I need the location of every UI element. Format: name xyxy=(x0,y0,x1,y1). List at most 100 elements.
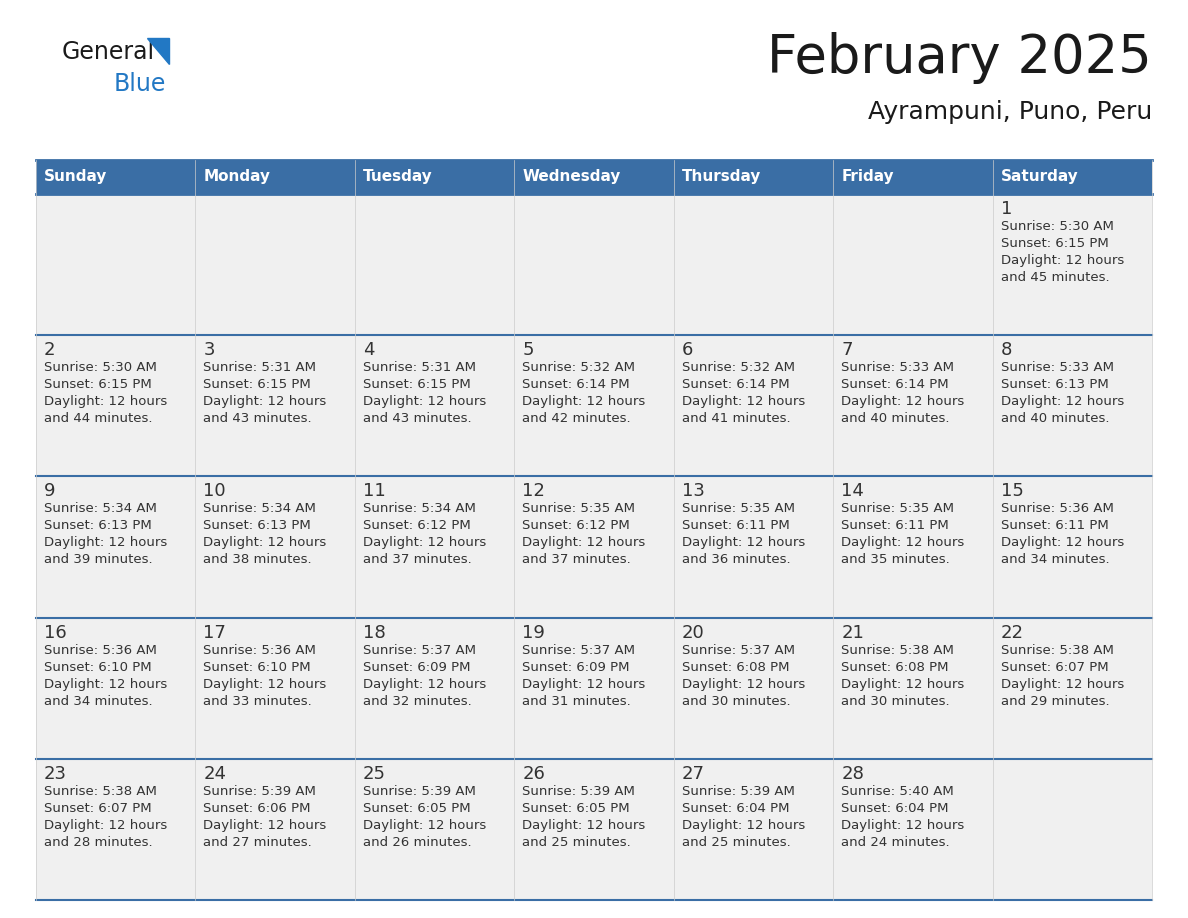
Text: Sunset: 6:11 PM: Sunset: 6:11 PM xyxy=(1000,520,1108,532)
Text: 5: 5 xyxy=(523,341,533,359)
Text: Sunset: 6:13 PM: Sunset: 6:13 PM xyxy=(203,520,311,532)
Text: 18: 18 xyxy=(362,623,386,642)
Bar xyxy=(355,759,514,900)
Bar xyxy=(674,194,833,335)
Bar xyxy=(992,759,1152,900)
Text: Sunset: 6:04 PM: Sunset: 6:04 PM xyxy=(841,801,949,815)
Text: Sunrise: 5:37 AM: Sunrise: 5:37 AM xyxy=(682,644,795,656)
Bar xyxy=(514,759,674,900)
Text: and 39 minutes.: and 39 minutes. xyxy=(44,554,152,566)
Text: Sunset: 6:11 PM: Sunset: 6:11 PM xyxy=(682,520,790,532)
Text: Daylight: 12 hours: Daylight: 12 hours xyxy=(1000,254,1124,267)
Text: February 2025: February 2025 xyxy=(767,32,1152,84)
Text: Daylight: 12 hours: Daylight: 12 hours xyxy=(841,677,965,690)
Text: Daylight: 12 hours: Daylight: 12 hours xyxy=(841,819,965,832)
Bar xyxy=(196,476,355,618)
Text: 21: 21 xyxy=(841,623,864,642)
Text: Daylight: 12 hours: Daylight: 12 hours xyxy=(362,819,486,832)
Text: Ayrampuni, Puno, Peru: Ayrampuni, Puno, Peru xyxy=(867,100,1152,124)
Text: Sunrise: 5:32 AM: Sunrise: 5:32 AM xyxy=(523,361,636,375)
Bar xyxy=(36,160,196,194)
Text: Sunday: Sunday xyxy=(44,170,107,185)
Text: Sunrise: 5:31 AM: Sunrise: 5:31 AM xyxy=(362,361,476,375)
Text: and 28 minutes.: and 28 minutes. xyxy=(44,835,152,849)
Text: Sunrise: 5:34 AM: Sunrise: 5:34 AM xyxy=(203,502,316,515)
Text: Daylight: 12 hours: Daylight: 12 hours xyxy=(1000,677,1124,690)
Bar xyxy=(355,194,514,335)
Text: and 24 minutes.: and 24 minutes. xyxy=(841,835,949,849)
Bar xyxy=(674,476,833,618)
Bar xyxy=(36,476,196,618)
Bar xyxy=(36,194,196,335)
Text: 25: 25 xyxy=(362,765,386,783)
Text: and 44 minutes.: and 44 minutes. xyxy=(44,412,152,425)
Text: Daylight: 12 hours: Daylight: 12 hours xyxy=(682,819,805,832)
Text: and 29 minutes.: and 29 minutes. xyxy=(1000,695,1110,708)
Text: Daylight: 12 hours: Daylight: 12 hours xyxy=(682,536,805,549)
Text: Daylight: 12 hours: Daylight: 12 hours xyxy=(203,536,327,549)
Text: Daylight: 12 hours: Daylight: 12 hours xyxy=(203,677,327,690)
Text: Daylight: 12 hours: Daylight: 12 hours xyxy=(44,396,168,409)
Text: Sunset: 6:15 PM: Sunset: 6:15 PM xyxy=(362,378,470,391)
Text: 12: 12 xyxy=(523,482,545,500)
Text: Daylight: 12 hours: Daylight: 12 hours xyxy=(44,677,168,690)
Bar xyxy=(992,194,1152,335)
Text: and 45 minutes.: and 45 minutes. xyxy=(1000,271,1110,284)
Text: and 33 minutes.: and 33 minutes. xyxy=(203,695,312,708)
Bar xyxy=(355,160,514,194)
Text: 23: 23 xyxy=(44,765,67,783)
Text: Sunset: 6:06 PM: Sunset: 6:06 PM xyxy=(203,801,311,815)
Text: 8: 8 xyxy=(1000,341,1012,359)
Text: and 37 minutes.: and 37 minutes. xyxy=(362,554,472,566)
Text: Daylight: 12 hours: Daylight: 12 hours xyxy=(362,677,486,690)
Text: and 38 minutes.: and 38 minutes. xyxy=(203,554,312,566)
Bar xyxy=(992,476,1152,618)
Text: Sunset: 6:08 PM: Sunset: 6:08 PM xyxy=(682,661,789,674)
Text: Daylight: 12 hours: Daylight: 12 hours xyxy=(841,536,965,549)
Bar xyxy=(355,476,514,618)
Text: Daylight: 12 hours: Daylight: 12 hours xyxy=(44,536,168,549)
Text: Sunrise: 5:35 AM: Sunrise: 5:35 AM xyxy=(523,502,636,515)
Text: Daylight: 12 hours: Daylight: 12 hours xyxy=(362,536,486,549)
Text: Daylight: 12 hours: Daylight: 12 hours xyxy=(203,819,327,832)
Text: Sunrise: 5:33 AM: Sunrise: 5:33 AM xyxy=(1000,361,1113,375)
Text: 16: 16 xyxy=(44,623,67,642)
Bar xyxy=(514,335,674,476)
Text: and 32 minutes.: and 32 minutes. xyxy=(362,695,472,708)
Text: Sunset: 6:07 PM: Sunset: 6:07 PM xyxy=(1000,661,1108,674)
Text: 26: 26 xyxy=(523,765,545,783)
Text: Sunset: 6:14 PM: Sunset: 6:14 PM xyxy=(841,378,949,391)
Bar xyxy=(355,335,514,476)
Text: Sunrise: 5:33 AM: Sunrise: 5:33 AM xyxy=(841,361,954,375)
Text: Sunrise: 5:37 AM: Sunrise: 5:37 AM xyxy=(523,644,636,656)
Text: and 34 minutes.: and 34 minutes. xyxy=(1000,554,1110,566)
Bar xyxy=(833,759,992,900)
Text: 11: 11 xyxy=(362,482,386,500)
Text: Daylight: 12 hours: Daylight: 12 hours xyxy=(44,819,168,832)
Text: Sunrise: 5:39 AM: Sunrise: 5:39 AM xyxy=(682,785,795,798)
Text: Sunrise: 5:36 AM: Sunrise: 5:36 AM xyxy=(44,644,157,656)
Bar xyxy=(196,160,355,194)
Text: Sunrise: 5:37 AM: Sunrise: 5:37 AM xyxy=(362,644,476,656)
Text: and 36 minutes.: and 36 minutes. xyxy=(682,554,790,566)
Text: and 27 minutes.: and 27 minutes. xyxy=(203,835,312,849)
Text: Sunset: 6:04 PM: Sunset: 6:04 PM xyxy=(682,801,789,815)
Text: Sunrise: 5:40 AM: Sunrise: 5:40 AM xyxy=(841,785,954,798)
Text: Sunset: 6:14 PM: Sunset: 6:14 PM xyxy=(682,378,789,391)
Bar xyxy=(514,476,674,618)
Text: Sunset: 6:12 PM: Sunset: 6:12 PM xyxy=(362,520,470,532)
Text: Sunrise: 5:31 AM: Sunrise: 5:31 AM xyxy=(203,361,316,375)
Text: Sunset: 6:10 PM: Sunset: 6:10 PM xyxy=(44,661,152,674)
Bar xyxy=(833,335,992,476)
Text: Sunrise: 5:34 AM: Sunrise: 5:34 AM xyxy=(362,502,475,515)
Text: and 30 minutes.: and 30 minutes. xyxy=(682,695,790,708)
Text: Sunrise: 5:39 AM: Sunrise: 5:39 AM xyxy=(203,785,316,798)
Text: Sunrise: 5:36 AM: Sunrise: 5:36 AM xyxy=(1000,502,1113,515)
Text: Sunset: 6:09 PM: Sunset: 6:09 PM xyxy=(523,661,630,674)
Text: Daylight: 12 hours: Daylight: 12 hours xyxy=(1000,396,1124,409)
Bar xyxy=(355,618,514,759)
Text: and 40 minutes.: and 40 minutes. xyxy=(1000,412,1110,425)
Bar xyxy=(514,618,674,759)
Text: 1: 1 xyxy=(1000,200,1012,218)
Text: and 40 minutes.: and 40 minutes. xyxy=(841,412,949,425)
